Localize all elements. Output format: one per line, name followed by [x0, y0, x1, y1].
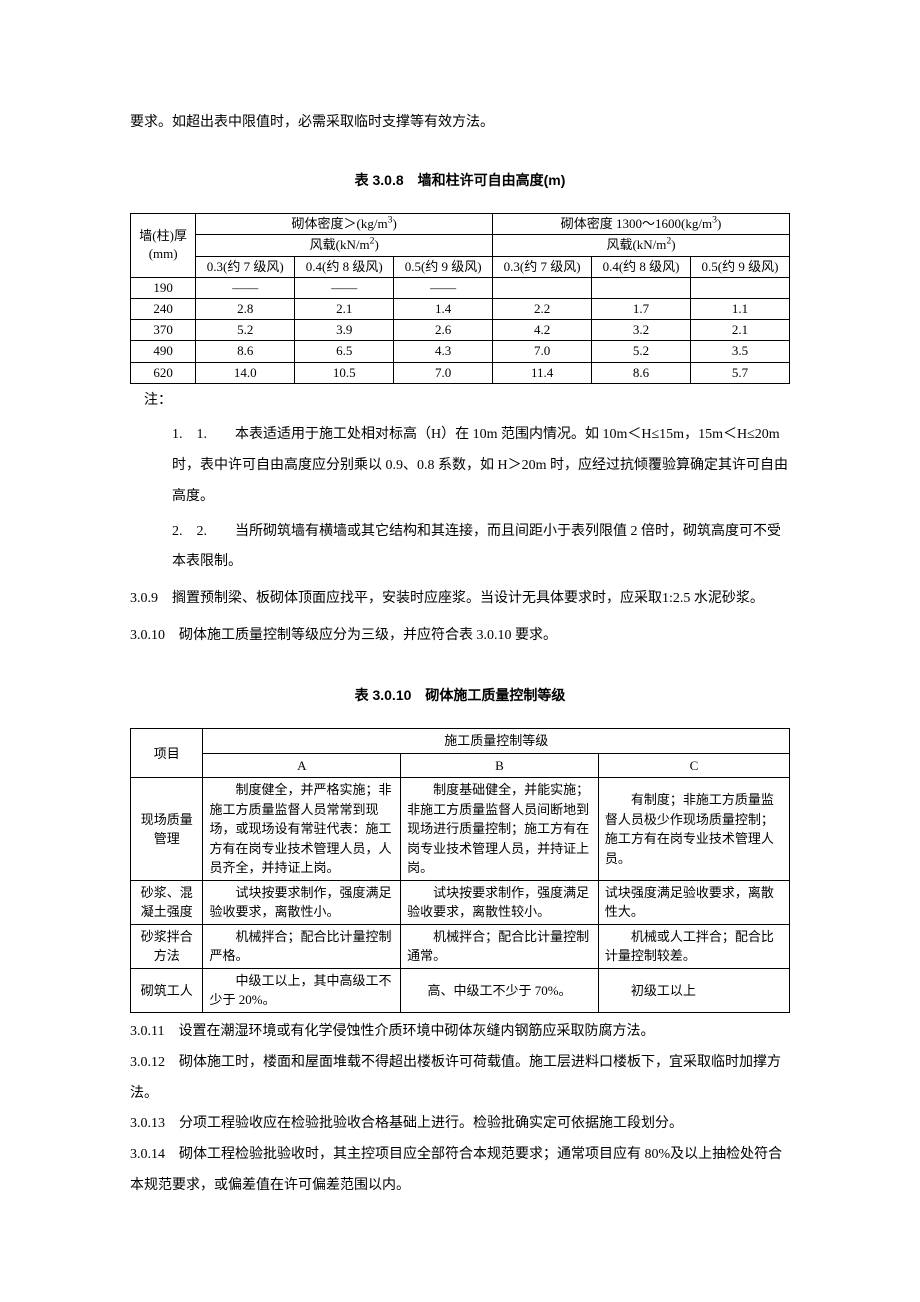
note-2: 2. 2. 当所砌筑墙有横墙或其它结构和其连接，而且间距小于表列限值 2 倍时，…: [172, 517, 790, 579]
t1-c0: 0.3(约 7 级风): [196, 256, 295, 277]
t1-col-header: 墙(柱)厚 (mm): [131, 214, 196, 278]
table-row: 砂浆拌合方法 机械拌合；配合比计量控制严格。 机械拌合；配合比计量控制通常。 机…: [131, 924, 790, 968]
t2-h-group: 施工质量控制等级: [203, 729, 790, 754]
table-row: 砌筑工人 中级工以上，其中高级工不少于 20%。 高、中级工不少于 70%。 初…: [131, 968, 790, 1012]
t1-g2-sub: 风载(kN/m2): [493, 235, 790, 256]
t1-c5: 0.5(约 9 级风): [691, 256, 790, 277]
para-310: 3.0.10 砌体施工质量控制等级应分为三级，并应符合表 3.0.10 要求。: [130, 621, 790, 652]
t2-h-a: A: [203, 753, 401, 778]
note-1: 1. 1. 本表适适用于施工处相对标高（H）在 10m 范围内情况。如 10m＜…: [172, 420, 790, 512]
t2-h-c: C: [598, 753, 789, 778]
para-3012: 3.0.12 砌体施工时，楼面和屋面堆载不得超出楼板许可荷载值。施工层进料口楼板…: [130, 1048, 790, 1110]
table-308: 墙(柱)厚 (mm) 砌体密度＞(kg/m3) 砌体密度 1300～1600(k…: [130, 213, 790, 384]
t2-h-b: B: [401, 753, 599, 778]
table-row: 砂浆、混凝土强度 试块按要求制作，强度满足验收要求，离散性小。 试块按要求制作，…: [131, 880, 790, 924]
table1-title: 表 3.0.8 墙和柱许可自由高度(m): [130, 167, 790, 194]
para-3013: 3.0.13 分项工程验收应在检验批验收合格基础上进行。检验批确实定可依据施工段…: [130, 1109, 790, 1140]
t1-g1-top: 砌体密度＞(kg/m3): [196, 214, 493, 235]
table-3010: 项目 施工质量控制等级 A B C 现场质量管理 制度健全，并严格实施；非施工方…: [130, 728, 790, 1013]
t1-g2-top: 砌体密度 1300～1600(kg/m3): [493, 214, 790, 235]
t2-h-project: 项目: [131, 729, 203, 778]
note-list: 1. 1. 本表适适用于施工处相对标高（H）在 10m 范围内情况。如 10m＜…: [172, 420, 790, 578]
table-row: 4908.66.54.37.05.23.5: [131, 341, 790, 362]
para-309: 3.0.9 搁置预制梁、板砌体顶面应找平，安装时应座浆。当设计无具体要求时，应采…: [130, 584, 790, 615]
table-row: 190——————: [131, 277, 790, 298]
para-3014: 3.0.14 砌体工程检验批验收时，其主控项目应全部符合本规范要求；通常项目应有…: [130, 1140, 790, 1202]
t1-g1-sub: 风载(kN/m2): [196, 235, 493, 256]
table-row: 现场质量管理 制度健全，并严格实施；非施工方质量监督人员常常到现场，或现场设有常…: [131, 778, 790, 881]
t1-c2: 0.5(约 9 级风): [394, 256, 493, 277]
para-3011: 3.0.11 设置在潮湿环境或有化学侵蚀性介质环境中砌体灰缝内钢筋应采取防腐方法…: [130, 1017, 790, 1048]
table2-title: 表 3.0.10 砌体施工质量控制等级: [130, 682, 790, 709]
t1-c3: 0.3(约 7 级风): [493, 256, 592, 277]
table-row: 2402.82.11.42.21.71.1: [131, 298, 790, 319]
note-label: 注：: [130, 388, 790, 415]
t1-c4: 0.4(约 8 级风): [592, 256, 691, 277]
intro-paragraph: 要求。如超出表中限值时，必需采取临时支撑等有效方法。: [130, 110, 790, 137]
table-row: 62014.010.57.011.48.65.7: [131, 362, 790, 383]
t1-c1: 0.4(约 8 级风): [295, 256, 394, 277]
table-row: 3705.23.92.64.23.22.1: [131, 320, 790, 341]
